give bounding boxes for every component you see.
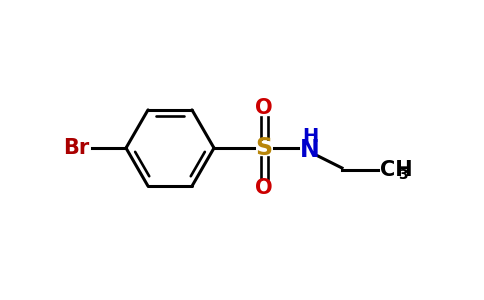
Text: H: H [302, 128, 318, 146]
Text: CH: CH [380, 160, 413, 180]
Text: O: O [255, 98, 273, 118]
Text: O: O [255, 178, 273, 198]
Text: Br: Br [63, 138, 89, 158]
Text: 3: 3 [398, 168, 408, 182]
Text: N: N [300, 138, 320, 162]
Text: S: S [256, 136, 272, 160]
